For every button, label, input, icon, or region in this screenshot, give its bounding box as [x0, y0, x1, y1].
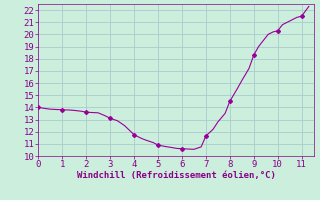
X-axis label: Windchill (Refroidissement éolien,°C): Windchill (Refroidissement éolien,°C): [76, 171, 276, 180]
